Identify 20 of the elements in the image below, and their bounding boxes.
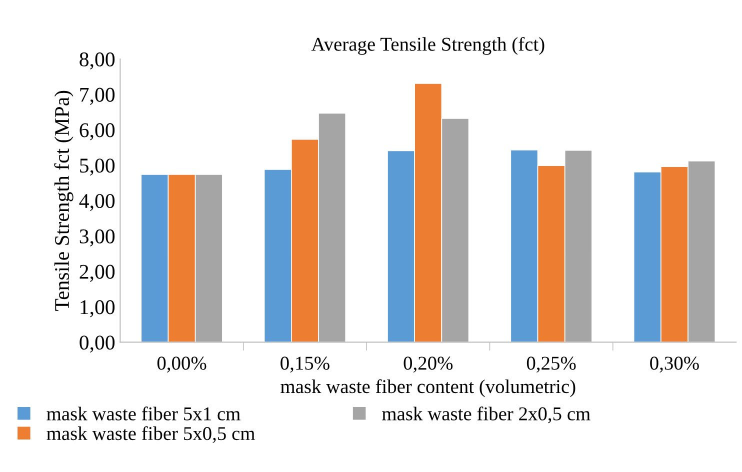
y-tick-label: 7,00 <box>80 88 115 105</box>
legend-label: mask waste fiber 5x1 cm <box>46 406 240 420</box>
x-tick-label: 0,30% <box>650 356 699 373</box>
y-tick-label: 2,00 <box>80 264 115 282</box>
legend-label: mask waste fiber 2x0,5 cm <box>382 406 590 424</box>
chart-title: Average Tensile Strength (fct) <box>311 36 544 55</box>
x-tick-label: 0,25% <box>526 356 576 373</box>
y-tick-label: 1,00 <box>80 300 115 318</box>
y-axis-title: Tensile Strength fct (MPa) <box>54 90 74 311</box>
x-tick-label: 0,00% <box>157 356 206 373</box>
x-tick-label: 0,15% <box>280 356 330 373</box>
y-tick-label: 5,00 <box>80 158 115 176</box>
x-axis-title: mask waste fiber content (volumetric) <box>280 379 576 398</box>
y-tick-label: 0,00 <box>80 336 115 353</box>
x-tick-label: 0,20% <box>404 356 453 373</box>
y-tick-label: 6,00 <box>80 123 115 140</box>
legend-label: mask waste fiber 5x0,5 cm <box>46 426 255 443</box>
y-tick-label: 8,00 <box>80 52 115 70</box>
y-tick-label: 4,00 <box>79 194 115 212</box>
y-tick-label: 3,00 <box>80 229 115 246</box>
